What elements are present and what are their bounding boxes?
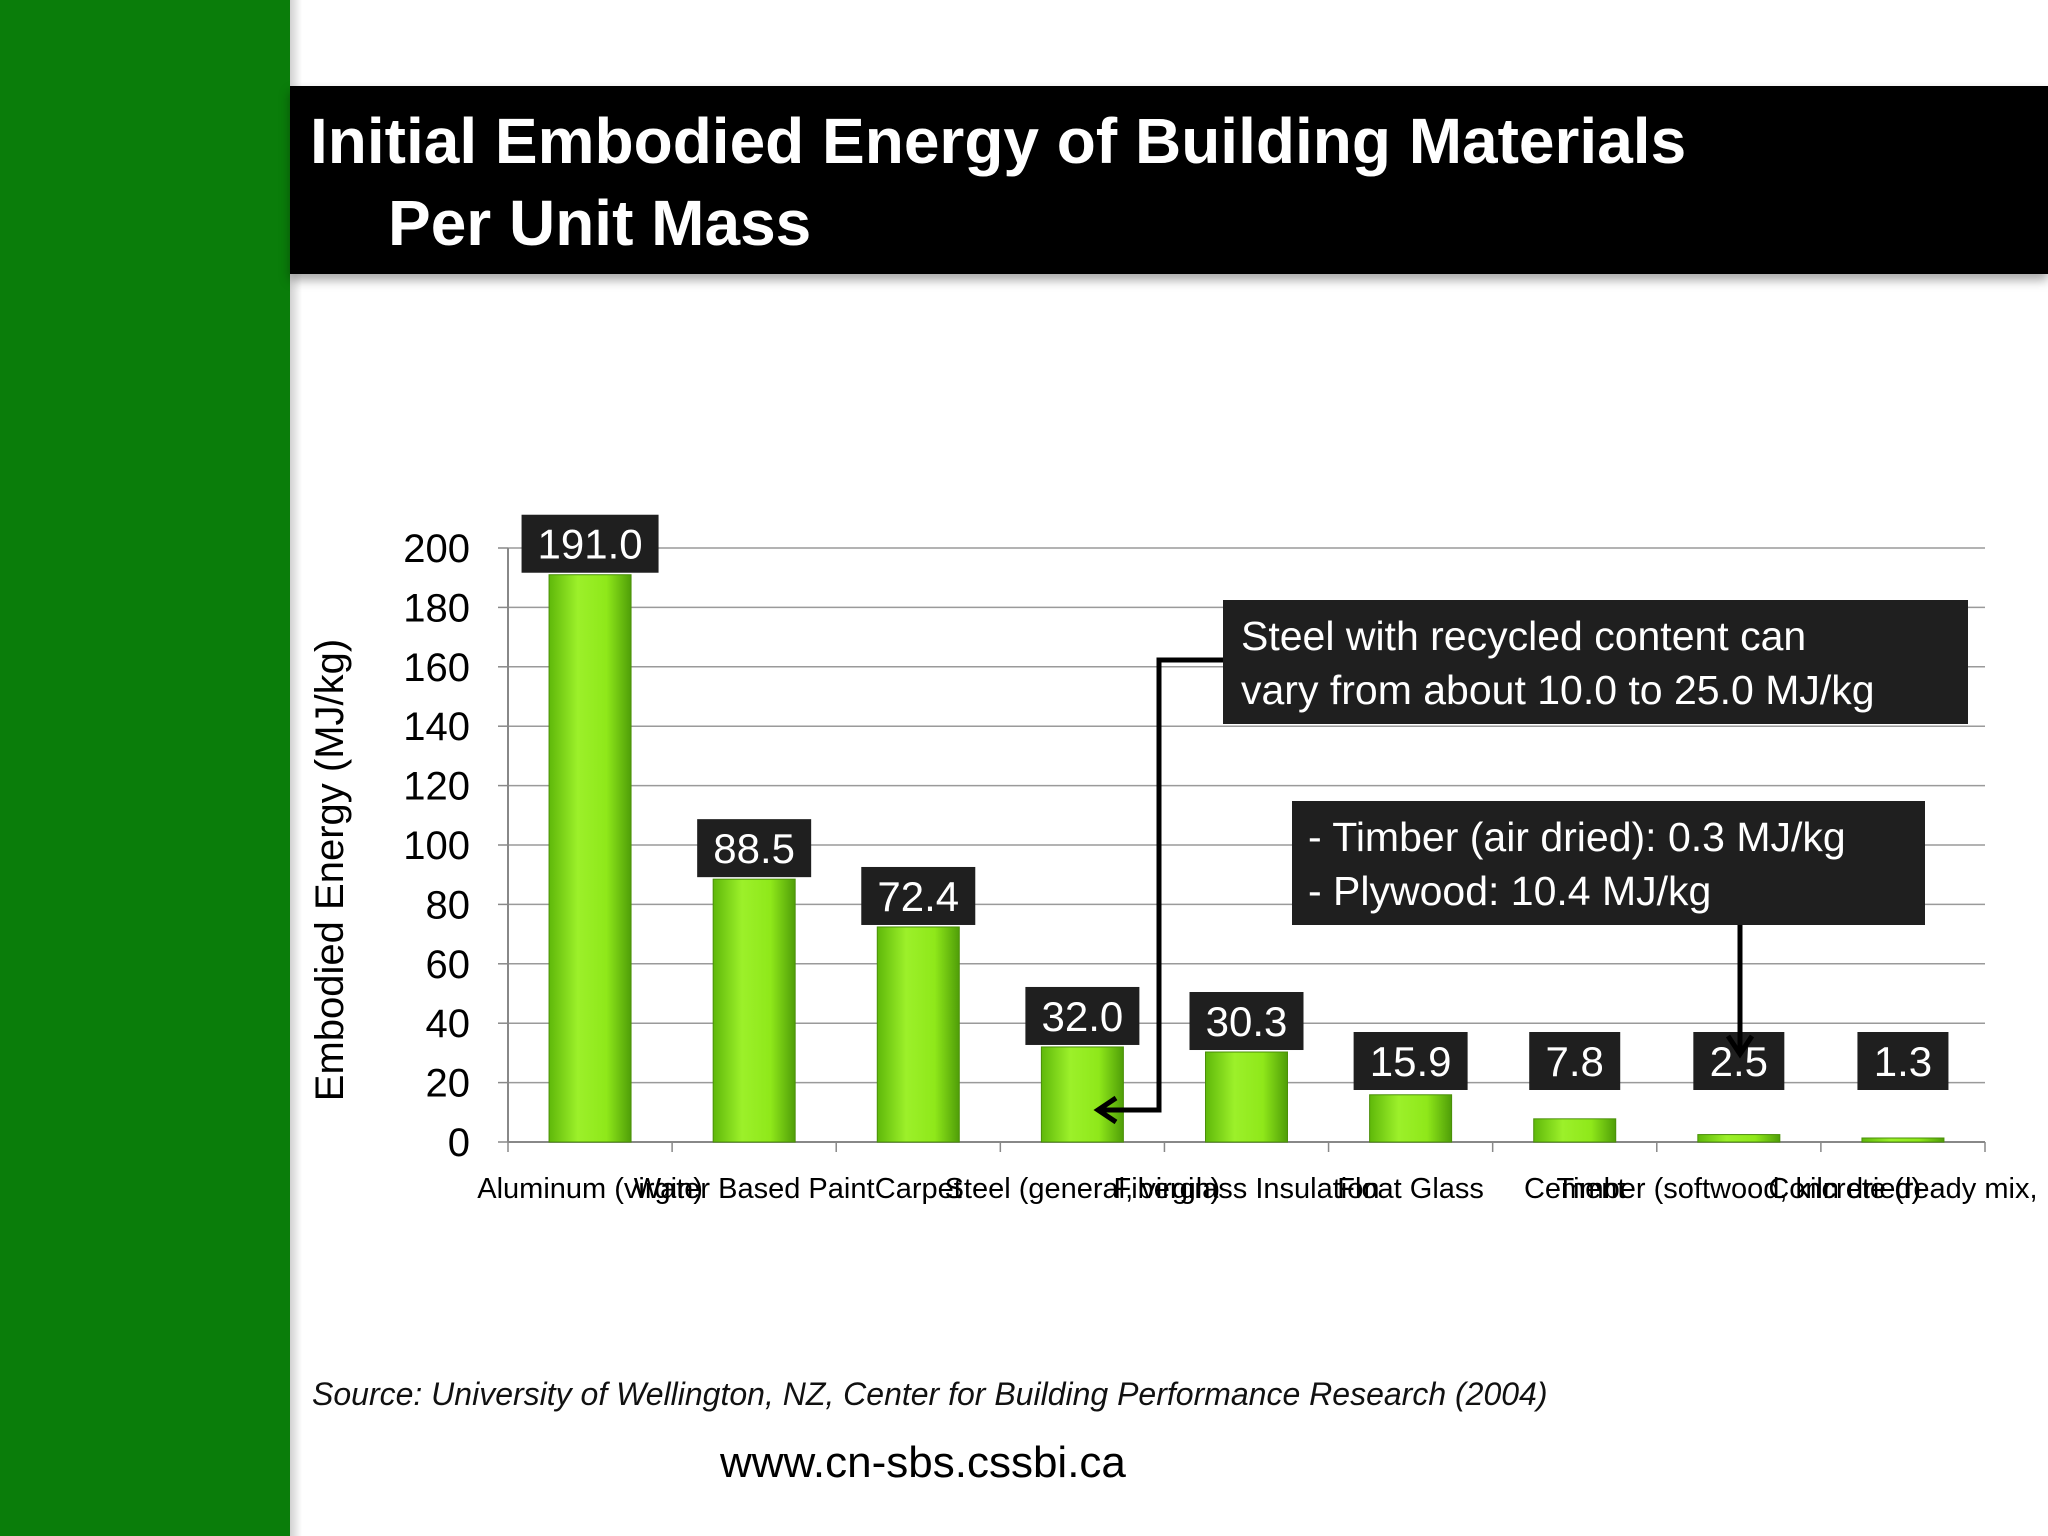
data-label-box (521, 514, 659, 573)
timber-callout-line1: - Timber (air dried): 0.3 MJ/kg (1308, 814, 1846, 860)
data-label: 7.8 (1546, 1038, 1604, 1085)
bar (1369, 1094, 1453, 1143)
bar (712, 878, 796, 1143)
bar (1861, 1137, 1945, 1143)
bars (548, 574, 1945, 1143)
data-label-box (1857, 1032, 1949, 1090)
steel-arrowhead (1093, 1095, 1118, 1125)
y-tick-label: 40 (426, 1002, 471, 1046)
steel-callout-line1: Steel with recycled content can (1241, 613, 1806, 659)
x-tick-label: Water Based Paint (634, 1173, 875, 1205)
sidebar-band (0, 0, 302, 1536)
data-label-box (1189, 992, 1304, 1051)
y-tick-label: 140 (403, 705, 470, 749)
x-tick-label: Float Glass (1337, 1173, 1484, 1205)
data-label-box (1025, 986, 1140, 1045)
slide-title: Initial Embodied Energy of Building Mate… (310, 105, 1687, 177)
x-tick-label: Concrete (ready mix, (1768, 1173, 2037, 1205)
timber-callout-line2: - Plywood: 10.4 MJ/kg (1308, 868, 1711, 914)
data-label: 32.0 (1042, 993, 1124, 1040)
x-tick-labels: Aluminum (virgin)Water Based Paint Carpet… (477, 1173, 2037, 1205)
steel-callout-line2: vary from about 10.0 to 25.0 MJ/kg (1241, 667, 1875, 713)
data-label-box (1353, 1032, 1468, 1090)
bar (548, 574, 632, 1143)
y-tick-label: 200 (403, 527, 470, 571)
y-axis-title: Embodied Energy (MJ/kg) (308, 639, 352, 1101)
x-tick-label: Steel (general, virgin) (945, 1173, 1221, 1205)
y-tick-label: 160 (403, 646, 470, 690)
timber-callout-box (1292, 801, 1925, 925)
steel-callout-arrow (1098, 657, 1223, 1113)
y-tick-labels: 0 20 40 60 80 100 120 140 160 180 200 (403, 527, 470, 1165)
y-tick-label: 100 (403, 824, 470, 868)
y-tick-label: 0 (448, 1121, 470, 1165)
data-label: 191.0 (538, 521, 643, 568)
website-url: www.cn-sbs.cssbi.ca (720, 1438, 1126, 1487)
data-label: 1.3 (1874, 1038, 1932, 1085)
x-tick-label: Fiberglass Insulation (1114, 1173, 1380, 1205)
timber-callout: - Timber (air dried): 0.3 MJ/kg - Plywoo… (1292, 801, 1925, 1059)
data-label: 30.3 (1206, 998, 1288, 1045)
bar (1205, 1051, 1288, 1143)
data-label: 88.5 (713, 825, 795, 872)
data-label-box (697, 819, 812, 878)
data-label-box (1529, 1032, 1621, 1090)
timber-arrowhead (1725, 1034, 1755, 1059)
y-tick-label: 60 (426, 943, 471, 987)
bar (1697, 1134, 1781, 1143)
y-tick-label: 80 (426, 883, 471, 927)
title-bar: Initial Embodied Energy of Building Mate… (290, 86, 2048, 274)
steel-callout-box (1223, 600, 1968, 724)
data-label: 72.4 (877, 873, 959, 920)
x-tick-label: Aluminum (virgin) (477, 1173, 703, 1205)
data-label-box (861, 866, 976, 925)
slide-subtitle: Per Unit Mass (388, 187, 812, 259)
data-label: 15.9 (1370, 1038, 1452, 1085)
x-tick-label: Timber (softwood, kiln dried) (1556, 1173, 1921, 1205)
source-citation: Source: University of Wellington, NZ, Ce… (312, 1376, 1548, 1412)
y-tick-label: 20 (426, 1062, 471, 1106)
y-tick-label: 120 (403, 765, 470, 809)
bar (1040, 1046, 1124, 1143)
steel-callout: Steel with recycled content can vary fro… (1093, 600, 1968, 1125)
bar (876, 926, 960, 1143)
y-tick-label: 180 (403, 586, 470, 630)
data-labels: 191.088.572.432.0 30.315.9 7.8 2.5 1.3 (521, 514, 1949, 1090)
x-tick-label: Cement (1524, 1173, 1626, 1205)
bar (1533, 1118, 1617, 1143)
x-tick-label: Carpet (875, 1173, 962, 1205)
